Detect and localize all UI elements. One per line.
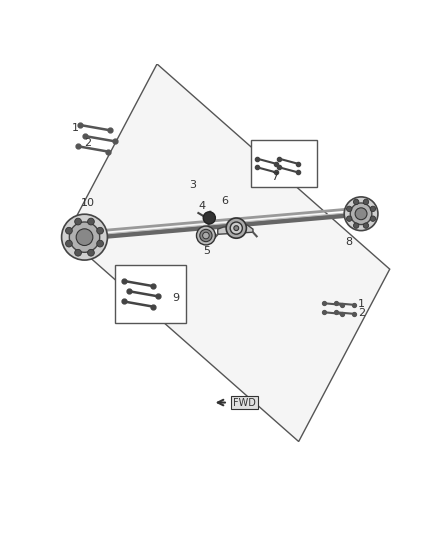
- Circle shape: [62, 214, 107, 260]
- Text: 4: 4: [198, 200, 205, 211]
- Circle shape: [346, 206, 352, 212]
- Circle shape: [200, 229, 212, 241]
- Circle shape: [203, 212, 215, 224]
- Circle shape: [355, 208, 367, 220]
- Circle shape: [344, 197, 378, 231]
- Circle shape: [230, 222, 242, 234]
- Circle shape: [363, 223, 369, 228]
- Circle shape: [234, 225, 239, 231]
- Text: 2: 2: [358, 308, 365, 318]
- Circle shape: [197, 226, 215, 245]
- Circle shape: [226, 218, 247, 238]
- Circle shape: [75, 249, 81, 256]
- Text: 2: 2: [84, 138, 91, 148]
- Text: 8: 8: [346, 238, 353, 247]
- Bar: [115, 265, 186, 322]
- Circle shape: [203, 232, 209, 239]
- Text: 9: 9: [172, 293, 179, 303]
- Circle shape: [76, 229, 93, 246]
- Circle shape: [66, 240, 72, 247]
- Bar: [251, 140, 317, 187]
- Circle shape: [66, 228, 72, 234]
- Circle shape: [97, 228, 103, 234]
- Polygon shape: [66, 64, 390, 441]
- Text: 1: 1: [358, 299, 365, 309]
- Circle shape: [97, 240, 103, 247]
- Text: 7: 7: [272, 172, 279, 182]
- Text: 5: 5: [203, 246, 210, 256]
- Text: 3: 3: [189, 180, 196, 190]
- Circle shape: [75, 218, 81, 225]
- Circle shape: [88, 249, 94, 256]
- Text: 1: 1: [71, 123, 78, 133]
- Circle shape: [346, 216, 352, 221]
- Circle shape: [370, 206, 376, 212]
- Text: 6: 6: [221, 197, 228, 206]
- Circle shape: [353, 199, 359, 205]
- Circle shape: [353, 223, 359, 228]
- Circle shape: [69, 222, 100, 252]
- Text: FWD: FWD: [233, 398, 256, 408]
- Polygon shape: [218, 225, 253, 235]
- Circle shape: [88, 218, 94, 225]
- Circle shape: [363, 199, 369, 205]
- Circle shape: [370, 216, 376, 221]
- Text: 10: 10: [81, 198, 95, 208]
- Circle shape: [350, 203, 372, 224]
